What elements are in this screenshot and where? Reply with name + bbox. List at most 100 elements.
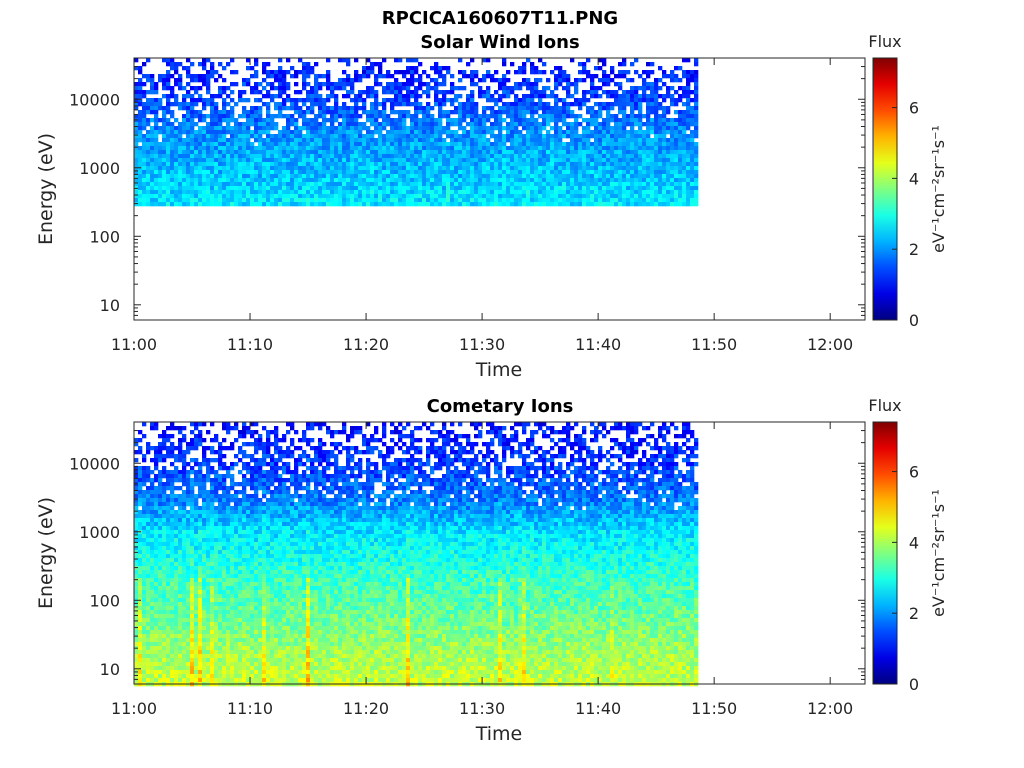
- heatmap-cell: [622, 138, 627, 143]
- heatmap-cell: [570, 94, 575, 99]
- heatmap-cell: [274, 194, 279, 199]
- heatmap-cell: [486, 142, 491, 147]
- heatmap-cell: [174, 658, 179, 663]
- heatmap-cell: [142, 550, 147, 555]
- heatmap-cell: [250, 174, 255, 179]
- heatmap-cell: [402, 150, 407, 155]
- heatmap-cell: [566, 102, 571, 107]
- heatmap-cell: [298, 110, 303, 115]
- heatmap-cell: [538, 158, 543, 163]
- heatmap-cell: [586, 158, 591, 163]
- heatmap-cell: [442, 82, 447, 87]
- heatmap-cell: [390, 74, 395, 79]
- heatmap-cell: [162, 94, 167, 99]
- heatmap-cell: [262, 146, 267, 151]
- heatmap-cell: [654, 138, 659, 143]
- heatmap-cell: [274, 138, 279, 143]
- heatmap-cell: [530, 138, 535, 143]
- heatmap-cell: [158, 470, 163, 475]
- heatmap-cell: [202, 194, 207, 199]
- heatmap-cell: [306, 194, 311, 199]
- heatmap-cell: [146, 78, 151, 83]
- heatmap-cell: [346, 58, 351, 63]
- heatmap-cell: [142, 470, 147, 475]
- heatmap-cell: [422, 114, 427, 119]
- heatmap-cell: [234, 190, 239, 195]
- heatmap-cell: [318, 202, 323, 207]
- heatmap-cell: [158, 602, 163, 607]
- heatmap-cell: [534, 190, 539, 195]
- heatmap-cell: [210, 74, 215, 79]
- heatmap-cell: [506, 162, 511, 167]
- heatmap-cell: [174, 470, 179, 475]
- heatmap-cell: [450, 122, 455, 127]
- heatmap-cell: [406, 78, 411, 83]
- heatmap-cell: [658, 186, 663, 191]
- heatmap-cell: [590, 74, 595, 79]
- heatmap-cell: [134, 514, 139, 519]
- heatmap-cell: [226, 146, 231, 151]
- heatmap-cell: [170, 542, 175, 547]
- heatmap-cell: [426, 134, 431, 139]
- heatmap-cell: [686, 170, 691, 175]
- heatmap-cell: [346, 114, 351, 119]
- heatmap-cell: [282, 150, 287, 155]
- heatmap-cell: [190, 166, 195, 171]
- heatmap-cell: [226, 174, 231, 179]
- heatmap-cell: [306, 154, 311, 159]
- heatmap-cell: [578, 202, 583, 207]
- heatmap-cell: [650, 118, 655, 123]
- heatmap-cell: [550, 110, 555, 115]
- heatmap-cell: [162, 446, 167, 451]
- heatmap-cell: [234, 126, 239, 131]
- heatmap-cell: [162, 610, 167, 615]
- heatmap-cell: [198, 182, 203, 187]
- heatmap-cell: [434, 78, 439, 83]
- heatmap-cell: [214, 170, 219, 175]
- heatmap-cell: [614, 166, 619, 171]
- heatmap-cell: [138, 518, 143, 523]
- heatmap-cell: [334, 182, 339, 187]
- heatmap-cell: [238, 130, 243, 135]
- heatmap-cell: [486, 190, 491, 195]
- heatmap-cell: [614, 82, 619, 87]
- heatmap-cell: [654, 114, 659, 119]
- heatmap-cell: [254, 178, 259, 183]
- heatmap-cell: [270, 142, 275, 147]
- heatmap-cell: [630, 110, 635, 115]
- heatmap-cell: [402, 154, 407, 159]
- heatmap-cell: [638, 126, 643, 131]
- heatmap-cell: [578, 70, 583, 75]
- heatmap-cell: [170, 490, 175, 495]
- heatmap-cell: [562, 114, 567, 119]
- heatmap-cell: [138, 134, 143, 139]
- heatmap-cell: [274, 202, 279, 207]
- heatmap-cell: [374, 118, 379, 123]
- heatmap-cell: [366, 130, 371, 135]
- heatmap-cell: [442, 150, 447, 155]
- heatmap-cell: [166, 606, 171, 611]
- heatmap-cell: [218, 130, 223, 135]
- heatmap-cell: [182, 162, 187, 167]
- heatmap-cell: [594, 158, 599, 163]
- heatmap-cell: [134, 138, 139, 143]
- heatmap-cell: [198, 186, 203, 191]
- heatmap-cell: [626, 174, 631, 179]
- heatmap-cell: [450, 86, 455, 91]
- heatmap-cell: [170, 578, 175, 583]
- heatmap-cell: [442, 154, 447, 159]
- heatmap-cell: [166, 582, 171, 587]
- heatmap-cell: [174, 190, 179, 195]
- heatmap-cell: [486, 86, 491, 91]
- heatmap-cell: [370, 166, 375, 171]
- heatmap-cell: [382, 150, 387, 155]
- heatmap-cell: [570, 202, 575, 207]
- heatmap-cell: [378, 190, 383, 195]
- heatmap-cell: [174, 478, 179, 483]
- heatmap-cell: [622, 182, 627, 187]
- heatmap-cell: [662, 142, 667, 147]
- heatmap-cell: [506, 158, 511, 163]
- heatmap-cell: [634, 158, 639, 163]
- heatmap-cell: [386, 86, 391, 91]
- heatmap-cell: [286, 202, 291, 207]
